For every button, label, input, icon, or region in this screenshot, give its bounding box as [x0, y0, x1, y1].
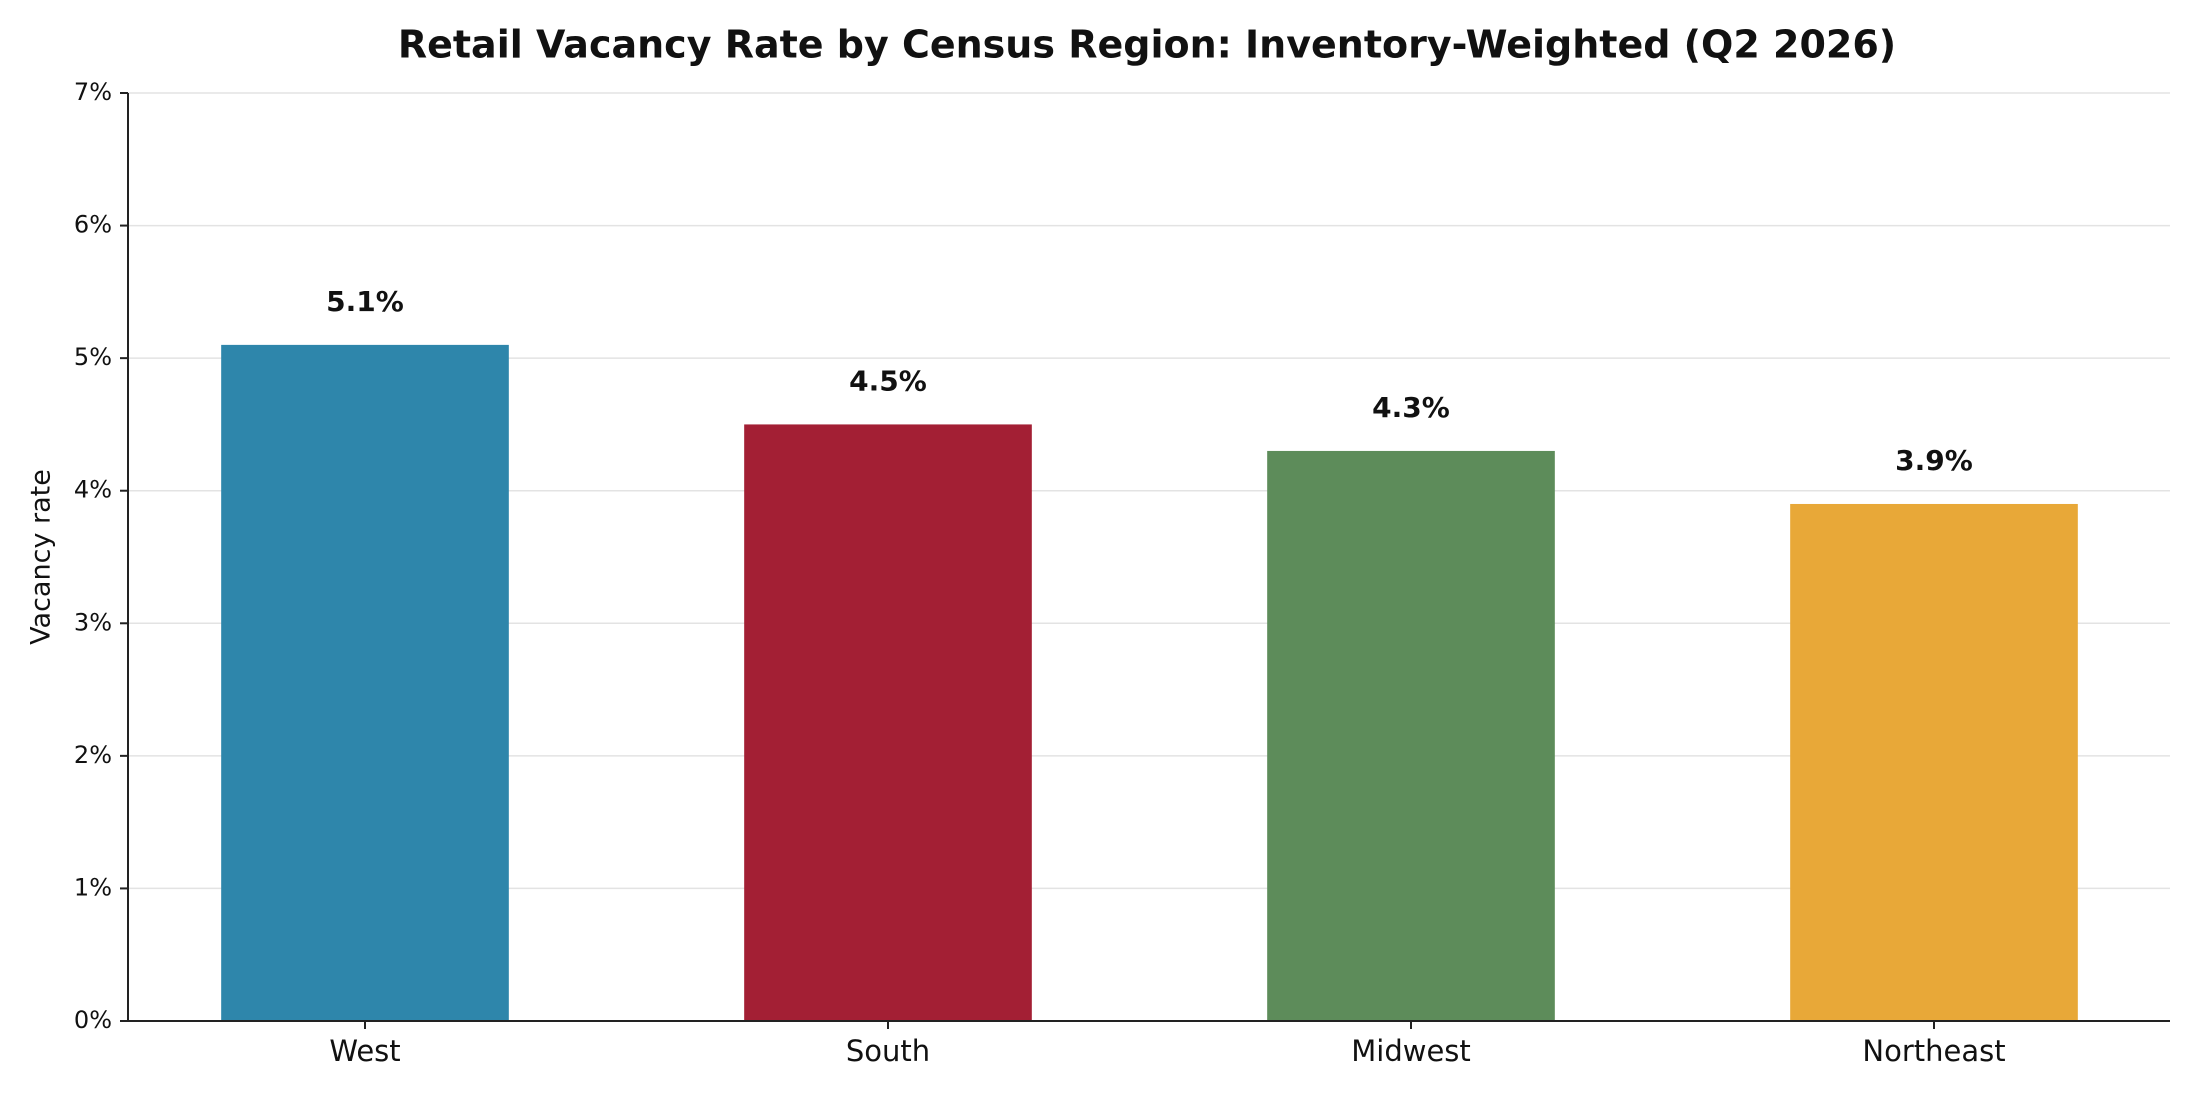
y-tick-label: 3% — [74, 608, 112, 636]
x-tick-label: Midwest — [1351, 1034, 1471, 1068]
bar — [1267, 450, 1555, 1021]
bar — [744, 424, 1032, 1021]
chart-title: Retail Vacancy Rate by Census Region: In… — [398, 23, 1896, 67]
x-tick-label: West — [329, 1034, 400, 1068]
y-tick-label: 5% — [74, 343, 112, 371]
y-axis-label: Vacancy rate — [26, 469, 57, 645]
y-tick-label: 7% — [74, 78, 112, 106]
bar — [1790, 503, 2078, 1021]
bar — [221, 344, 509, 1021]
value-label: 3.9% — [1895, 444, 1973, 477]
value-label: 4.5% — [849, 364, 927, 397]
value-label: 5.1% — [326, 285, 404, 318]
y-tick-label: 1% — [74, 873, 112, 901]
x-tick-label: Northeast — [1862, 1034, 2005, 1068]
y-tick-label: 4% — [74, 476, 112, 504]
x-tick-label: South — [846, 1034, 930, 1068]
y-tick-label: 6% — [74, 211, 112, 239]
y-tick-label: 0% — [74, 1006, 112, 1034]
value-label: 4.3% — [1372, 391, 1450, 424]
y-tick-label: 2% — [74, 741, 112, 769]
